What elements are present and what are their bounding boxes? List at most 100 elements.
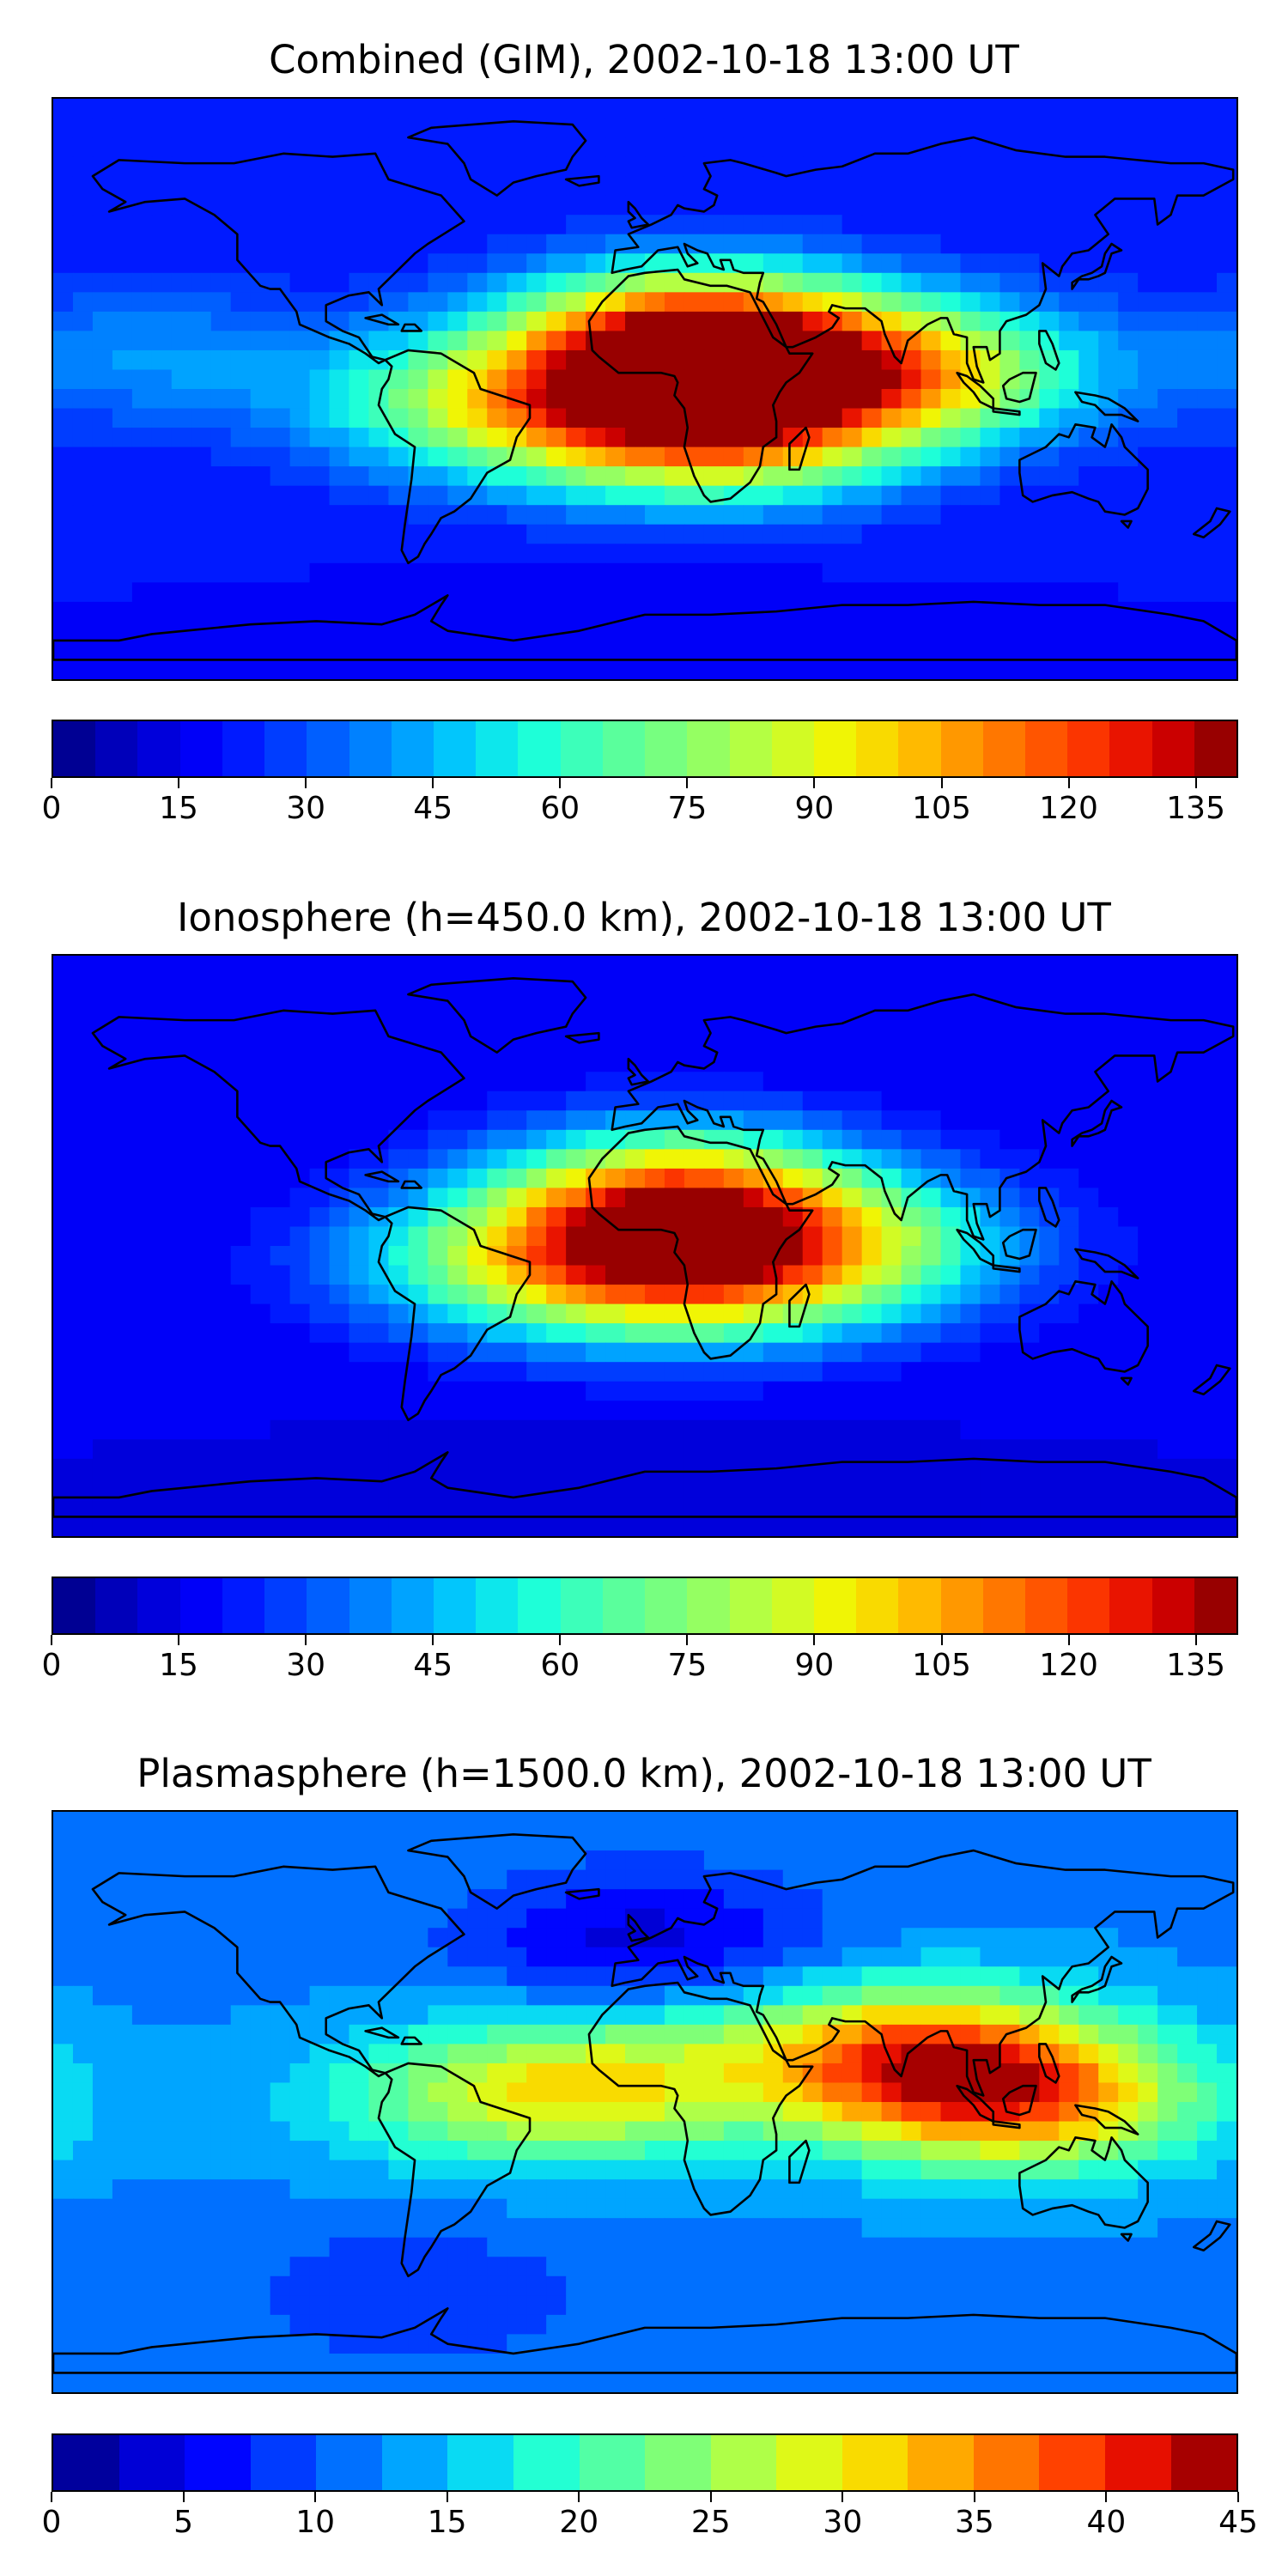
tec-cell [802, 1226, 823, 1247]
tec-cell [881, 118, 902, 138]
tec-cell [507, 99, 527, 119]
tec-cell [822, 1419, 843, 1440]
tec-cell [586, 1497, 606, 1517]
tec-cell [1217, 2121, 1236, 2142]
tec-cell [191, 1362, 212, 1382]
tec-cell [1059, 1303, 1079, 1324]
tec-cell [683, 1889, 705, 1910]
tec-cell [1078, 1013, 1099, 1034]
tec-cell [349, 1033, 369, 1054]
tec-cell [151, 1362, 173, 1382]
tec-cell [940, 1478, 961, 1498]
tec-cell [92, 408, 113, 428]
tec-cell [1197, 195, 1218, 216]
colorbar-tick [559, 1635, 562, 1645]
tec-cell [368, 118, 389, 138]
tec-cell [1217, 2063, 1236, 2083]
tec-cell [762, 1889, 784, 1910]
tec-cell [782, 1889, 804, 1910]
tec-cell [1217, 1052, 1236, 1072]
tec-cell [349, 1869, 369, 1890]
tec-cell [1177, 956, 1198, 976]
tec-cell [743, 1439, 764, 1460]
tec-cell [526, 176, 547, 197]
tec-cell [586, 1850, 606, 1871]
tec-cell [901, 369, 922, 390]
tec-cell [171, 2044, 192, 2064]
tec-cell [960, 1033, 981, 1054]
tec-cell [467, 562, 488, 583]
tec-cell [1059, 311, 1079, 331]
tec-cell [230, 1342, 252, 1363]
tec-cell [683, 1188, 705, 1208]
colorbar-segment [264, 721, 307, 776]
tec-cell [191, 2044, 212, 2064]
tec-cell [1019, 544, 1040, 564]
tec-cell [1078, 1928, 1099, 1948]
tec-cell [762, 176, 784, 197]
tec-cell [289, 1381, 311, 1401]
colorbar-segment [940, 721, 983, 776]
tec-cell [1118, 659, 1139, 679]
coastline [1038, 1187, 1060, 1228]
tec-cell [881, 1168, 902, 1188]
tec-cell [645, 1458, 665, 1479]
tec-cell [920, 2160, 941, 2180]
tec-cell [999, 311, 1020, 331]
tec-cell [703, 272, 725, 293]
tec-cell [1118, 447, 1139, 467]
tec-cell [447, 176, 468, 197]
tec-cell [171, 1323, 192, 1344]
tec-cell [428, 1812, 448, 1832]
tec-cell [586, 659, 606, 679]
tec-cell [566, 1497, 586, 1517]
tec-cell [92, 253, 113, 274]
tec-cell [1019, 2179, 1040, 2200]
tec-cell [1039, 389, 1060, 410]
tec-cell [1177, 1362, 1198, 1382]
tec-cell [1098, 1013, 1119, 1034]
tec-cell [92, 331, 113, 351]
tec-cell [625, 1400, 646, 1421]
tec-cell [72, 1381, 94, 1401]
tec-cell [566, 447, 586, 467]
tec-cell [881, 1226, 902, 1247]
tec-cell [1059, 1265, 1079, 1285]
tec-cell [723, 253, 744, 274]
tec-cell [1118, 1966, 1139, 1987]
tec-cell [940, 601, 961, 622]
tec-cell [230, 956, 252, 976]
tec-cell [428, 156, 448, 177]
tec-cell [566, 582, 586, 603]
tec-cell [1039, 1362, 1060, 1382]
tec-cell [1157, 640, 1178, 660]
tec-cell [131, 1928, 153, 1948]
tec-cell [210, 956, 232, 976]
tec-cell [664, 2179, 685, 2200]
tec-cell [980, 369, 1000, 390]
tec-cell [901, 1458, 922, 1479]
tec-cell [289, 1516, 311, 1536]
tec-cell [881, 505, 902, 526]
tec-cell [191, 544, 212, 564]
tec-cell [53, 1342, 74, 1363]
tec-cell [841, 195, 863, 216]
tec-cell [1197, 234, 1218, 254]
tec-cell [802, 1013, 823, 1034]
tec-cell [349, 1850, 369, 1871]
tec-cell [802, 1033, 823, 1054]
tec-cell [447, 621, 468, 641]
tec-cell [309, 544, 331, 564]
tec-cell [1039, 582, 1060, 603]
tec-cell [289, 1478, 311, 1498]
tec-cell [546, 505, 567, 526]
tec-cell [428, 1129, 448, 1150]
tec-cell [1177, 485, 1198, 506]
tec-cell [861, 349, 883, 370]
tec-cell [447, 1033, 468, 1054]
tec-cell [1197, 311, 1218, 331]
tec-cell [309, 389, 331, 410]
tec-cell [72, 2141, 94, 2161]
tec-cell [1118, 369, 1139, 390]
tec-cell [920, 956, 941, 976]
